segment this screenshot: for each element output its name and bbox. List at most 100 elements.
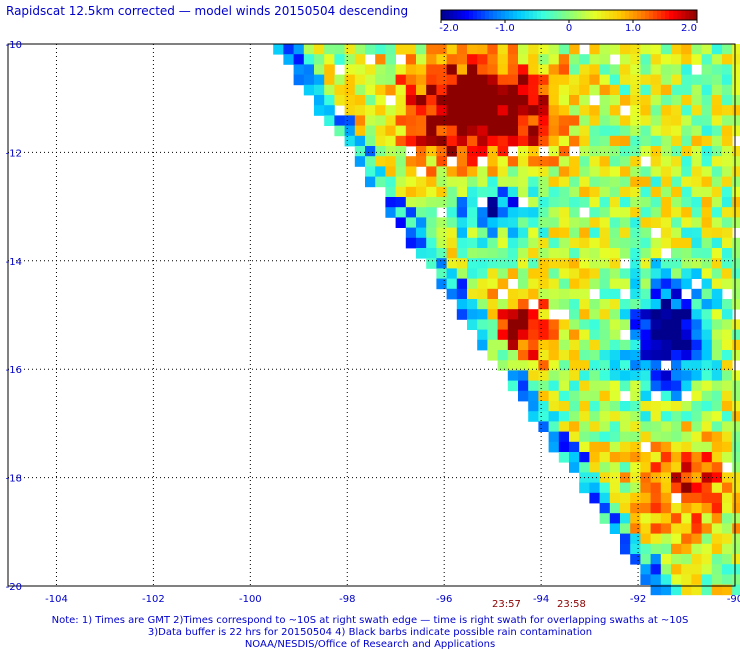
wind-cell (701, 390, 713, 402)
wind-cell (691, 115, 702, 126)
wind-cell (579, 54, 590, 65)
wind-cell (579, 278, 590, 290)
wind-cell (293, 54, 305, 65)
wind-cell (711, 390, 723, 402)
wind-cell (660, 105, 672, 116)
wind-cell (558, 421, 570, 432)
wind-cell (620, 64, 631, 75)
wind-cell (650, 64, 662, 75)
wind-cell (528, 350, 539, 361)
wind-cell (426, 74, 437, 86)
wind-cell (446, 217, 458, 228)
wind-cell (732, 319, 740, 330)
wind-cell (579, 74, 590, 86)
wind-cell (456, 278, 468, 290)
wind-cell (314, 74, 325, 86)
wind-cell (640, 360, 651, 371)
wind-cell (640, 278, 651, 290)
wind-cell (528, 64, 539, 75)
wind-cell (446, 95, 458, 106)
wind-cell (344, 54, 356, 65)
wind-cell (671, 95, 682, 106)
wind-cell (579, 176, 590, 188)
wind-cell (711, 421, 723, 432)
wind-cell (660, 513, 672, 524)
wind-cell (630, 54, 641, 65)
wind-cell (691, 350, 702, 361)
wind-cell (630, 401, 641, 412)
wind-cell (701, 564, 713, 575)
wind-cell (416, 176, 427, 188)
wind-cell (569, 166, 580, 177)
wind-cell (630, 513, 641, 524)
wind-cell (691, 44, 702, 55)
wind-cell (681, 574, 692, 585)
wind-cell (477, 248, 488, 259)
wind-cell (487, 146, 498, 157)
colorbar-swatch (597, 10, 602, 20)
wind-cell (538, 421, 549, 432)
wind-cell (640, 135, 651, 147)
wind-cell (681, 54, 692, 65)
wind-cell (599, 380, 611, 392)
wind-cell (599, 64, 611, 75)
wind-cell (732, 564, 740, 575)
wind-cell (640, 370, 651, 381)
wind-cell (558, 258, 570, 269)
wind-cell (395, 135, 407, 147)
wind-cell (609, 411, 621, 422)
wind-cell (620, 299, 631, 310)
wind-cell (609, 472, 621, 483)
colorbar-swatch (629, 10, 634, 20)
colorbar-swatch (513, 10, 518, 20)
wind-cell (599, 360, 611, 371)
wind-cell (640, 390, 651, 402)
wind-cell (314, 95, 325, 106)
wind-cell (660, 95, 672, 106)
wind-cell (609, 135, 621, 147)
wind-cell (660, 452, 672, 463)
wind-cell (579, 84, 590, 96)
wind-cell (497, 95, 509, 106)
wind-cell (691, 268, 702, 279)
wind-cell (487, 207, 498, 218)
wind-cell (518, 227, 529, 239)
wind-cell (548, 258, 560, 269)
wind-cell (589, 421, 600, 432)
wind-cell (579, 146, 590, 157)
wind-cell (640, 309, 651, 320)
wind-cell (558, 441, 570, 453)
wind-cell (589, 135, 600, 147)
wind-cell (497, 115, 509, 126)
wind-cell (477, 74, 488, 86)
wind-cell (579, 401, 590, 412)
wind-cell (477, 146, 488, 157)
wind-cell (599, 319, 611, 330)
wind-cell (630, 482, 641, 494)
wind-cell (477, 309, 488, 320)
wind-cell (711, 523, 723, 534)
wind-cell (558, 390, 570, 402)
wind-cell (701, 309, 713, 320)
wind-cell (701, 339, 713, 351)
wind-cell (548, 299, 560, 310)
wind-cell (722, 472, 733, 483)
wind-cell (487, 166, 498, 177)
wind-cell (620, 421, 631, 432)
wind-cell (365, 105, 376, 116)
wind-cell (569, 441, 580, 453)
wind-cell (732, 452, 740, 463)
wind-cell (681, 44, 692, 55)
wind-cell (589, 166, 600, 177)
wind-cell (548, 84, 560, 96)
wind-cell (691, 319, 702, 330)
colorbar-swatch (501, 10, 506, 20)
wind-cell (609, 380, 621, 392)
wind-cell (538, 156, 549, 167)
wind-cell (354, 156, 366, 167)
wind-cell (528, 288, 539, 300)
wind-cell (507, 186, 519, 198)
wind-cell (303, 74, 315, 86)
wind-cell (548, 186, 560, 198)
wind-cell (660, 268, 672, 279)
